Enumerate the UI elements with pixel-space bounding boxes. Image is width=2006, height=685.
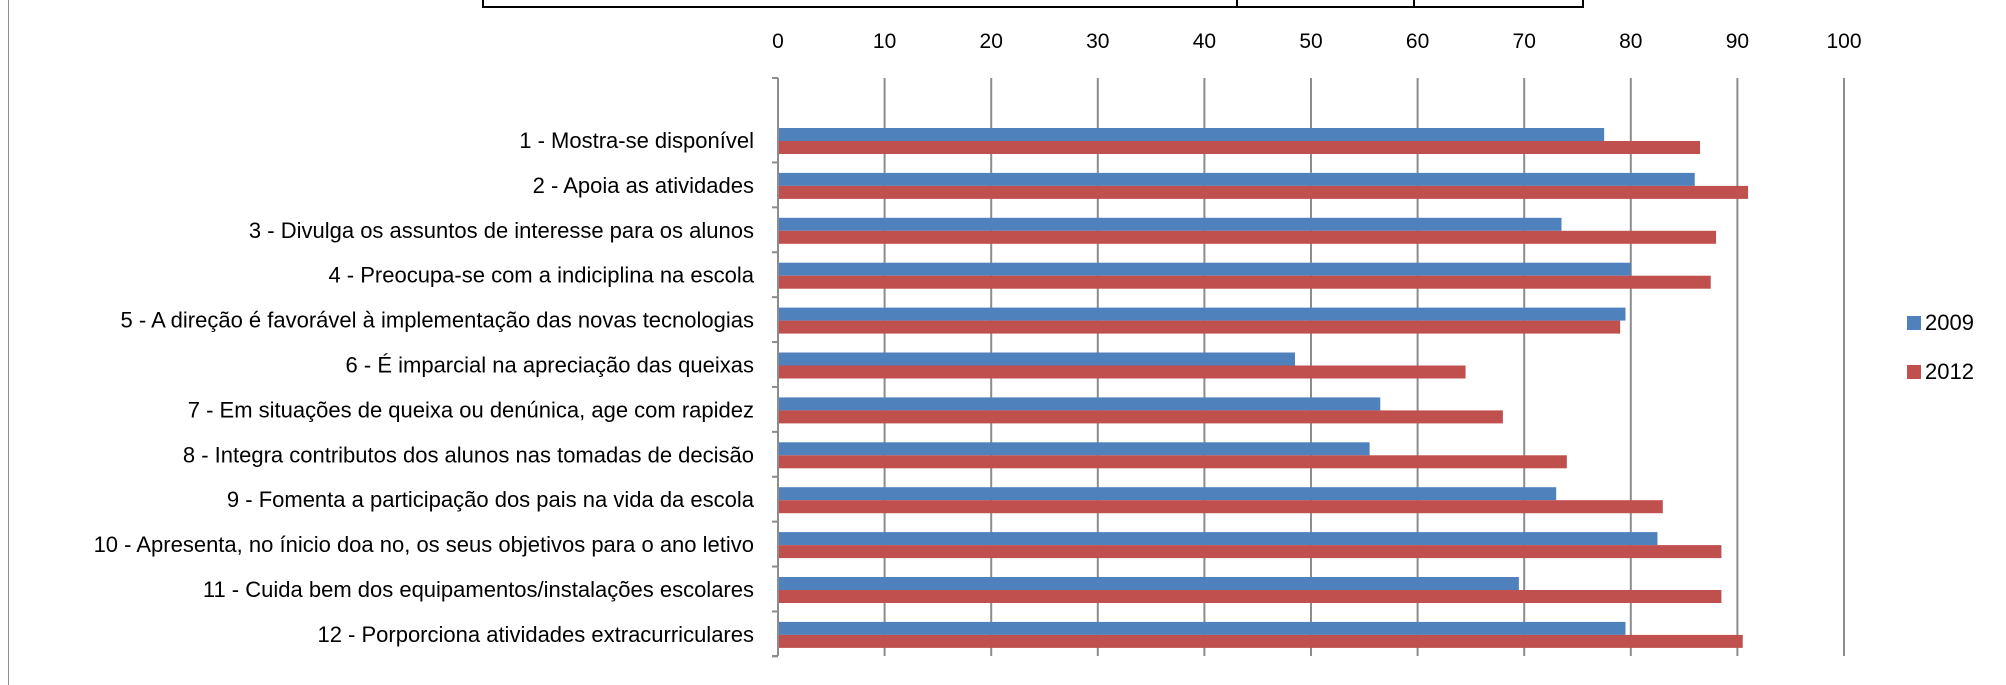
legend-swatch-series-2 [1907, 365, 1921, 379]
legend-item-series-2: 2012 [1907, 359, 1974, 385]
category-label: 8 - Integra contributos dos alunos nas t… [183, 442, 754, 467]
bar-series-2 [778, 141, 1701, 154]
bar-series-1 [778, 307, 1626, 321]
bar-series-2 [778, 230, 1717, 244]
x-tick-label: 100 [1826, 30, 1861, 53]
category-label: 1 - Mostra-se disponível [519, 128, 754, 153]
x-tick-label: 50 [1299, 30, 1322, 53]
title-box-divider [1413, 0, 1415, 8]
category-label: 4 - Preocupa-se com a indiciplina na esc… [328, 263, 754, 288]
bar-series-2 [778, 545, 1722, 559]
bar-series-2 [778, 185, 1749, 199]
category-label: 10 - Apresenta, no ínicio doa no, os seu… [94, 532, 754, 557]
bar-series-2 [778, 365, 1466, 379]
x-tick-label: 30 [1086, 30, 1109, 53]
bar-series-2 [778, 455, 1567, 469]
bar-series-2 [778, 500, 1663, 514]
legend-item-series-1: 2009 [1907, 310, 1974, 336]
category-label: 3 - Divulga os assuntos de interesse par… [249, 218, 754, 243]
bar-series-1 [778, 532, 1658, 546]
x-tick-label: 60 [1406, 30, 1429, 53]
bar-series-1 [778, 397, 1381, 411]
x-tick-label: 20 [980, 30, 1003, 53]
x-tick-label: 80 [1619, 30, 1642, 53]
chart-title-box [482, 0, 1584, 8]
bar-series-1 [778, 128, 1605, 141]
chart-legend: 2009 2012 [1907, 310, 1974, 408]
x-tick-label: 10 [873, 30, 896, 53]
category-label: 12 - Porporciona atividades extracurricu… [317, 622, 754, 647]
legend-label-series-2: 2012 [1925, 359, 1974, 384]
legend-swatch-series-1 [1907, 316, 1921, 330]
bar-series-1 [778, 442, 1370, 456]
bar-series-2 [778, 410, 1503, 424]
bar-series-1 [778, 487, 1557, 501]
bar-series-1 [778, 621, 1626, 635]
bar-series-1 [778, 352, 1296, 366]
legend-label-series-1: 2009 [1925, 310, 1974, 335]
category-label: 2 - Apoia as atividades [533, 173, 754, 198]
bar-series-1 [778, 577, 1519, 590]
category-label: 7 - Em situações de queixa ou denúnica, … [188, 397, 754, 422]
x-tick-label: 40 [1193, 30, 1216, 53]
bar-series-1 [778, 172, 1695, 186]
category-label: 9 - Fomenta a participação dos pais na v… [227, 487, 755, 512]
x-tick-label: 0 [772, 30, 784, 53]
category-label: 11 - Cuida bem dos equipamentos/instalaç… [203, 577, 754, 602]
bar-series-2 [778, 634, 1743, 648]
x-tick-label: 70 [1513, 30, 1536, 53]
chart-area-frame [8, 0, 2006, 685]
category-label: 5 - A direção é favorável à implementaçã… [121, 308, 755, 333]
title-box-divider [1236, 0, 1238, 8]
bar-series-1 [778, 217, 1562, 231]
bar-series-2 [778, 590, 1722, 603]
bar-series-2 [778, 275, 1711, 289]
bar-series-2 [778, 320, 1621, 334]
x-tick-label: 90 [1726, 30, 1749, 53]
category-label: 6 - É imparcial na apreciação das queixa… [346, 353, 754, 378]
bar-series-1 [778, 262, 1631, 276]
